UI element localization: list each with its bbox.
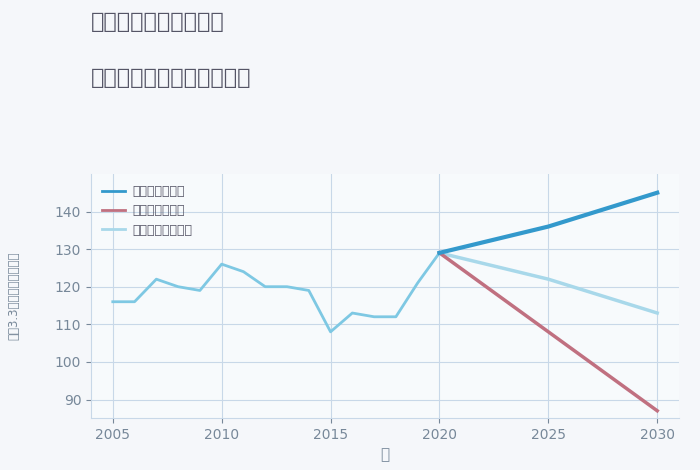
Text: 愛知県愛西市森川町の: 愛知県愛西市森川町の <box>91 12 225 32</box>
Legend: グッドシナリオ, バッドシナリオ, ノーマルシナリオ: グッドシナリオ, バッドシナリオ, ノーマルシナリオ <box>97 180 197 242</box>
Text: 坪（3.3㎡）単価（万円）: 坪（3.3㎡）単価（万円） <box>8 252 20 340</box>
X-axis label: 年: 年 <box>380 447 390 462</box>
Text: 中古マンションの価格推移: 中古マンションの価格推移 <box>91 68 251 88</box>
